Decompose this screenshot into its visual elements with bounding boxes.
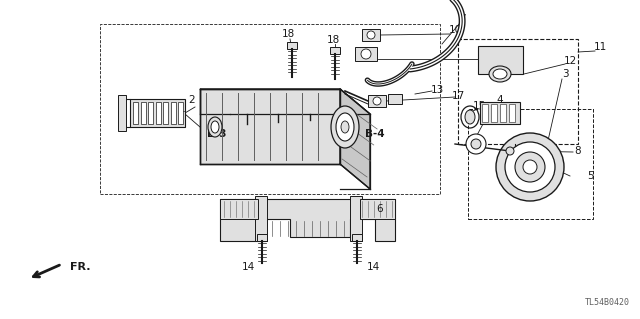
Text: 17: 17 (451, 91, 465, 101)
Bar (352, 234, 362, 241)
Bar (257, 234, 267, 241)
Text: 12: 12 (563, 56, 577, 66)
Ellipse shape (373, 97, 381, 105)
Ellipse shape (515, 152, 545, 182)
Bar (509, 104, 515, 122)
Text: 6: 6 (377, 204, 383, 214)
Bar (156, 102, 161, 124)
Text: B-3: B-3 (207, 129, 227, 139)
Text: 4: 4 (497, 95, 503, 105)
Polygon shape (200, 89, 370, 114)
Bar (141, 102, 145, 124)
Ellipse shape (506, 147, 514, 155)
Text: 8: 8 (575, 146, 581, 156)
Ellipse shape (336, 113, 354, 141)
Text: 10: 10 (449, 25, 461, 35)
Text: 13: 13 (430, 85, 444, 95)
Ellipse shape (505, 142, 555, 192)
Ellipse shape (471, 139, 481, 149)
Text: TL54B0420: TL54B0420 (585, 298, 630, 307)
Text: 18: 18 (508, 174, 520, 184)
Ellipse shape (496, 133, 564, 201)
Bar (350, 196, 362, 241)
Bar (500, 104, 506, 122)
Ellipse shape (523, 160, 537, 174)
Text: 14: 14 (241, 262, 255, 272)
Ellipse shape (367, 31, 375, 39)
Polygon shape (340, 89, 370, 189)
Bar (178, 102, 183, 124)
Bar (133, 102, 138, 124)
Bar (220, 199, 258, 219)
Text: 3: 3 (562, 69, 568, 79)
Bar (170, 102, 175, 124)
Bar (482, 104, 488, 122)
Bar (458, 39, 578, 144)
Bar (491, 104, 497, 122)
Bar (130, 99, 185, 127)
Text: 1: 1 (179, 104, 186, 114)
Text: 2: 2 (189, 95, 195, 105)
Text: 11: 11 (593, 42, 607, 52)
Text: 7: 7 (459, 14, 465, 24)
Bar (388, 94, 402, 104)
Ellipse shape (361, 49, 371, 59)
Bar (100, 24, 440, 194)
Bar (480, 102, 520, 124)
Ellipse shape (493, 69, 507, 79)
Ellipse shape (466, 134, 486, 154)
Bar (360, 199, 395, 219)
Text: 14: 14 (366, 262, 380, 272)
Bar (505, 157, 515, 164)
Bar (148, 102, 153, 124)
Bar (362, 29, 380, 41)
Text: 15: 15 (472, 101, 486, 111)
Bar (478, 46, 523, 74)
Ellipse shape (211, 121, 219, 133)
Bar (255, 196, 267, 241)
Text: FR.: FR. (70, 262, 90, 272)
Ellipse shape (465, 110, 475, 124)
Bar (200, 89, 340, 164)
Bar (468, 109, 593, 219)
Ellipse shape (208, 117, 222, 137)
Bar (118, 95, 126, 131)
Bar (163, 102, 168, 124)
Text: 18: 18 (282, 29, 294, 39)
Polygon shape (220, 199, 395, 241)
Bar (330, 47, 340, 54)
Ellipse shape (331, 106, 359, 148)
Text: 9: 9 (495, 50, 501, 60)
Text: 5: 5 (587, 171, 593, 181)
Ellipse shape (489, 66, 511, 82)
Ellipse shape (341, 121, 349, 133)
Text: 16: 16 (481, 117, 493, 127)
Bar (287, 42, 297, 49)
Bar (368, 95, 386, 107)
Bar (355, 47, 377, 61)
Text: B-4: B-4 (365, 129, 385, 139)
Text: 18: 18 (326, 35, 340, 45)
